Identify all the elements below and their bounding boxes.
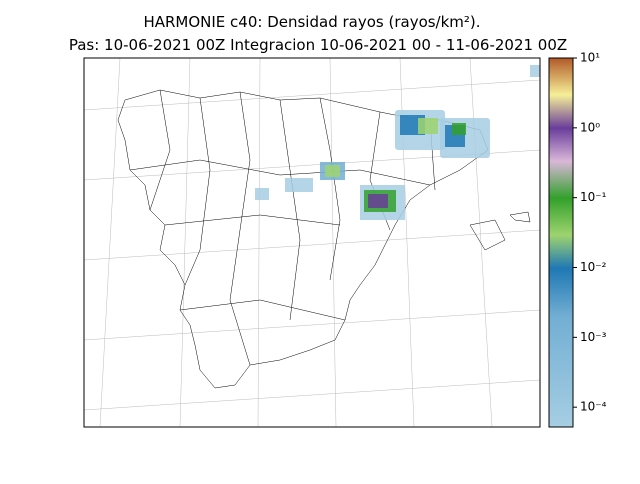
colorbar-tick-label: 10⁻³ <box>580 330 607 344</box>
colorbar-tick-label: 10⁰ <box>580 120 600 134</box>
map <box>84 58 540 427</box>
title-line: Pas: 10-06-2021 00Z Integracion 10-06-20… <box>69 36 567 54</box>
colorbar: 10¹ 10⁰ 10⁻¹ 10⁻² 10⁻³ 10⁻⁴ <box>548 51 607 428</box>
title-line: HARMONIE c40: Densidad rayos (rayos/km²)… <box>143 13 480 31</box>
colorbar-tick-label: 10⁻⁴ <box>580 400 607 414</box>
colorbar-tick-label: 10⁻² <box>580 260 607 274</box>
colorbar-tick-label: 10¹ <box>580 51 600 65</box>
colorbar-tick-label: 10⁻¹ <box>580 190 607 204</box>
lightning-areas <box>255 65 540 220</box>
map-frame <box>83 57 541 428</box>
colorbar-scale <box>548 57 574 428</box>
